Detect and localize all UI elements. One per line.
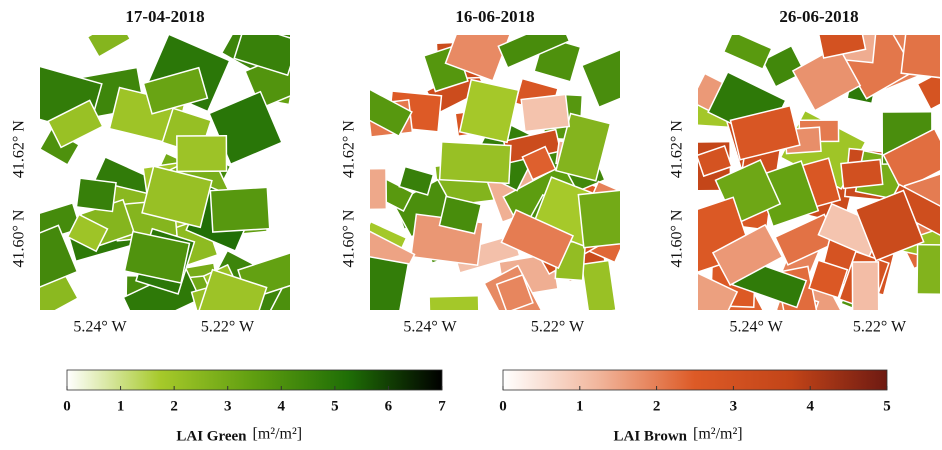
field <box>177 136 227 172</box>
tick-label: 7 <box>438 398 446 414</box>
field <box>76 178 116 211</box>
tick-label: 5 <box>331 398 339 414</box>
map-title: 17-04-2018 <box>125 7 204 26</box>
map-title: 26-06-2018 <box>779 7 858 26</box>
x-tick-label: 5.24° W <box>73 319 127 336</box>
colorbar-label: LAI Green <box>176 428 247 444</box>
map-title: 16-06-2018 <box>455 7 534 26</box>
tick-label: 0 <box>63 398 71 414</box>
y-tick-label: 41.62° N <box>11 120 28 178</box>
tick-label: 2 <box>653 398 661 414</box>
x-tick-label: 5.22° W <box>531 319 585 336</box>
tick-label: 1 <box>117 398 125 414</box>
x-tick-label: 5.24° W <box>729 319 783 336</box>
field <box>460 80 519 143</box>
field <box>578 189 641 248</box>
y-tick-label: 41.60° N <box>669 209 686 267</box>
field <box>361 169 387 210</box>
colorbar <box>67 370 442 390</box>
map-image <box>662 13 942 338</box>
field <box>841 159 883 188</box>
field <box>440 142 511 184</box>
y-tick-label: 41.62° N <box>341 120 358 178</box>
y-tick-label: 41.60° N <box>341 209 358 267</box>
field <box>852 262 878 317</box>
map-image <box>333 15 651 336</box>
tick-label: 6 <box>385 398 393 414</box>
map-image <box>4 6 323 345</box>
y-tick-label: 41.62° N <box>669 120 686 178</box>
field <box>917 245 942 295</box>
x-tick-label: 5.22° W <box>853 319 907 336</box>
colorbar-label: LAI Brown <box>614 428 688 444</box>
tick-label: 2 <box>170 398 178 414</box>
tick-label: 4 <box>806 398 814 414</box>
colorbar-unit: [m²/m²] <box>693 426 743 443</box>
tick-label: 5 <box>883 398 891 414</box>
x-tick-label: 5.24° W <box>403 319 457 336</box>
tick-label: 1 <box>576 398 584 414</box>
tick-label: 0 <box>499 398 507 414</box>
y-tick-label: 41.60° N <box>11 209 28 267</box>
colorbar <box>503 370 887 390</box>
x-tick-label: 5.22° W <box>201 319 255 336</box>
tick-label: 4 <box>278 398 286 414</box>
field <box>210 187 269 232</box>
tick-label: 3 <box>224 398 232 414</box>
field <box>901 27 942 80</box>
figure: 17-04-2018 41.62° N 41.60° N 5.24° W 5.22° W… <box>0 0 942 450</box>
colorbar-unit: [m²/m²] <box>253 426 303 443</box>
tick-label: 3 <box>730 398 738 414</box>
field <box>521 94 569 131</box>
